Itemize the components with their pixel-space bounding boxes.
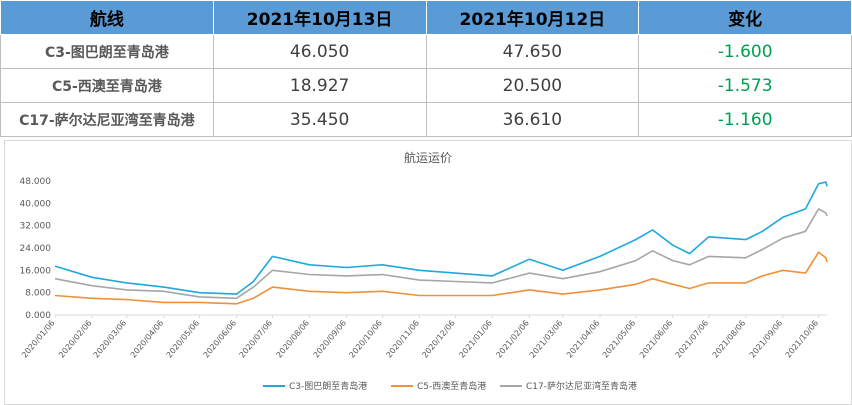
y-tick-label: 16.000 — [20, 266, 52, 276]
x-tick-label: 2021/01/06 — [457, 319, 494, 360]
change-cell: -1.573 — [638, 68, 852, 103]
table-header-row: 航线 2021年10月13日 2021年10月12日 变化 — [0, 0, 852, 35]
legend-label: C3-图巴朗至青岛港 — [289, 380, 367, 392]
y-tick-label: 0.000 — [25, 311, 51, 321]
series-line-3 — [54, 208, 828, 300]
table-row: C5-西澳至青岛港 18.927 20.500 -1.573 — [0, 68, 852, 103]
series-line-1 — [54, 181, 828, 295]
x-tick-label: 2020/10/06 — [347, 319, 384, 360]
freight-line-chart: 0.000 8.000 16.000 24.000 32.000 40.000 48.000… — [20, 177, 828, 392]
x-tick-label: 2020/05/06 — [165, 319, 202, 360]
table-row: C3-图巴朗至青岛港 46.050 47.650 -1.600 — [0, 34, 852, 69]
value-oct13-cell: 35.450 — [212, 102, 427, 137]
freight-rate-table: 航线 2021年10月13日 2021年10月12日 变化 C3-图巴朗至青岛港… — [0, 0, 852, 137]
x-tick-label: 2021/07/06 — [674, 319, 711, 360]
y-tick-label: 8.000 — [25, 289, 51, 299]
route-cell: C17-萨尔达尼亚湾至青岛港 — [0, 102, 214, 137]
x-tick-label: 2021/06/06 — [638, 319, 675, 360]
y-tick-label: 40.000 — [20, 199, 52, 209]
legend-label: C5-西澳至青岛港 — [417, 380, 486, 392]
value-oct12-cell: 20.500 — [425, 68, 640, 103]
legend-label: C17-萨尔达尼亚湾至青岛港 — [526, 380, 637, 392]
y-tick-label: 48.000 — [20, 177, 52, 187]
series-line-2 — [54, 251, 828, 305]
header-route: 航线 — [0, 0, 214, 35]
value-oct12-cell: 47.650 — [425, 34, 640, 69]
route-cell: C3-图巴朗至青岛港 — [0, 34, 214, 69]
x-tick-label: 2020/09/06 — [312, 319, 349, 360]
x-tick-label: 2020/12/06 — [420, 319, 457, 360]
x-tick-label: 2021/04/06 — [565, 319, 602, 360]
change-cell: -1.600 — [638, 34, 852, 69]
value-oct12-cell: 36.610 — [425, 102, 640, 137]
x-tick-label: 2021/09/06 — [748, 319, 785, 360]
y-tick-label: 32.000 — [20, 222, 52, 232]
chart-title: 航运运价 — [403, 151, 452, 165]
x-tick-label: 2020/11/06 — [384, 319, 421, 360]
y-tick-label: 24.000 — [20, 244, 52, 254]
value-oct13-cell: 18.927 — [212, 68, 427, 103]
table-row: C17-萨尔达尼亚湾至青岛港 35.450 36.610 -1.160 — [0, 102, 852, 137]
x-tick-label: 2021/03/06 — [528, 319, 565, 360]
x-tick-label: 2021/08/06 — [711, 319, 748, 360]
x-tick-label: 2020/06/06 — [202, 319, 239, 360]
chart-panel: 航运运价 0.000 8.000 16.000 24.000 32.000 40.000 4… — [4, 140, 852, 405]
x-tick-label: 2021/10/06 — [784, 319, 821, 360]
x-tick-label: 2020/01/06 — [20, 319, 57, 360]
header-change: 变化 — [638, 0, 852, 35]
x-tick-label: 2020/02/06 — [57, 319, 94, 360]
header-date-oct12: 2021年10月12日 — [425, 0, 640, 35]
x-tick-label: 2020/08/06 — [275, 319, 312, 360]
x-tick-label: 2020/04/06 — [129, 319, 166, 360]
x-tick-label: 2021/02/06 — [494, 319, 531, 360]
x-tick-label: 2021/05/06 — [601, 319, 638, 360]
route-cell: C5-西澳至青岛港 — [0, 68, 214, 103]
x-tick-label: 2020/07/06 — [237, 319, 274, 360]
header-date-oct13: 2021年10月13日 — [212, 0, 427, 35]
value-oct13-cell: 46.050 — [212, 34, 427, 69]
x-tick-label: 2020/03/06 — [92, 319, 129, 360]
change-cell: -1.160 — [638, 102, 852, 137]
